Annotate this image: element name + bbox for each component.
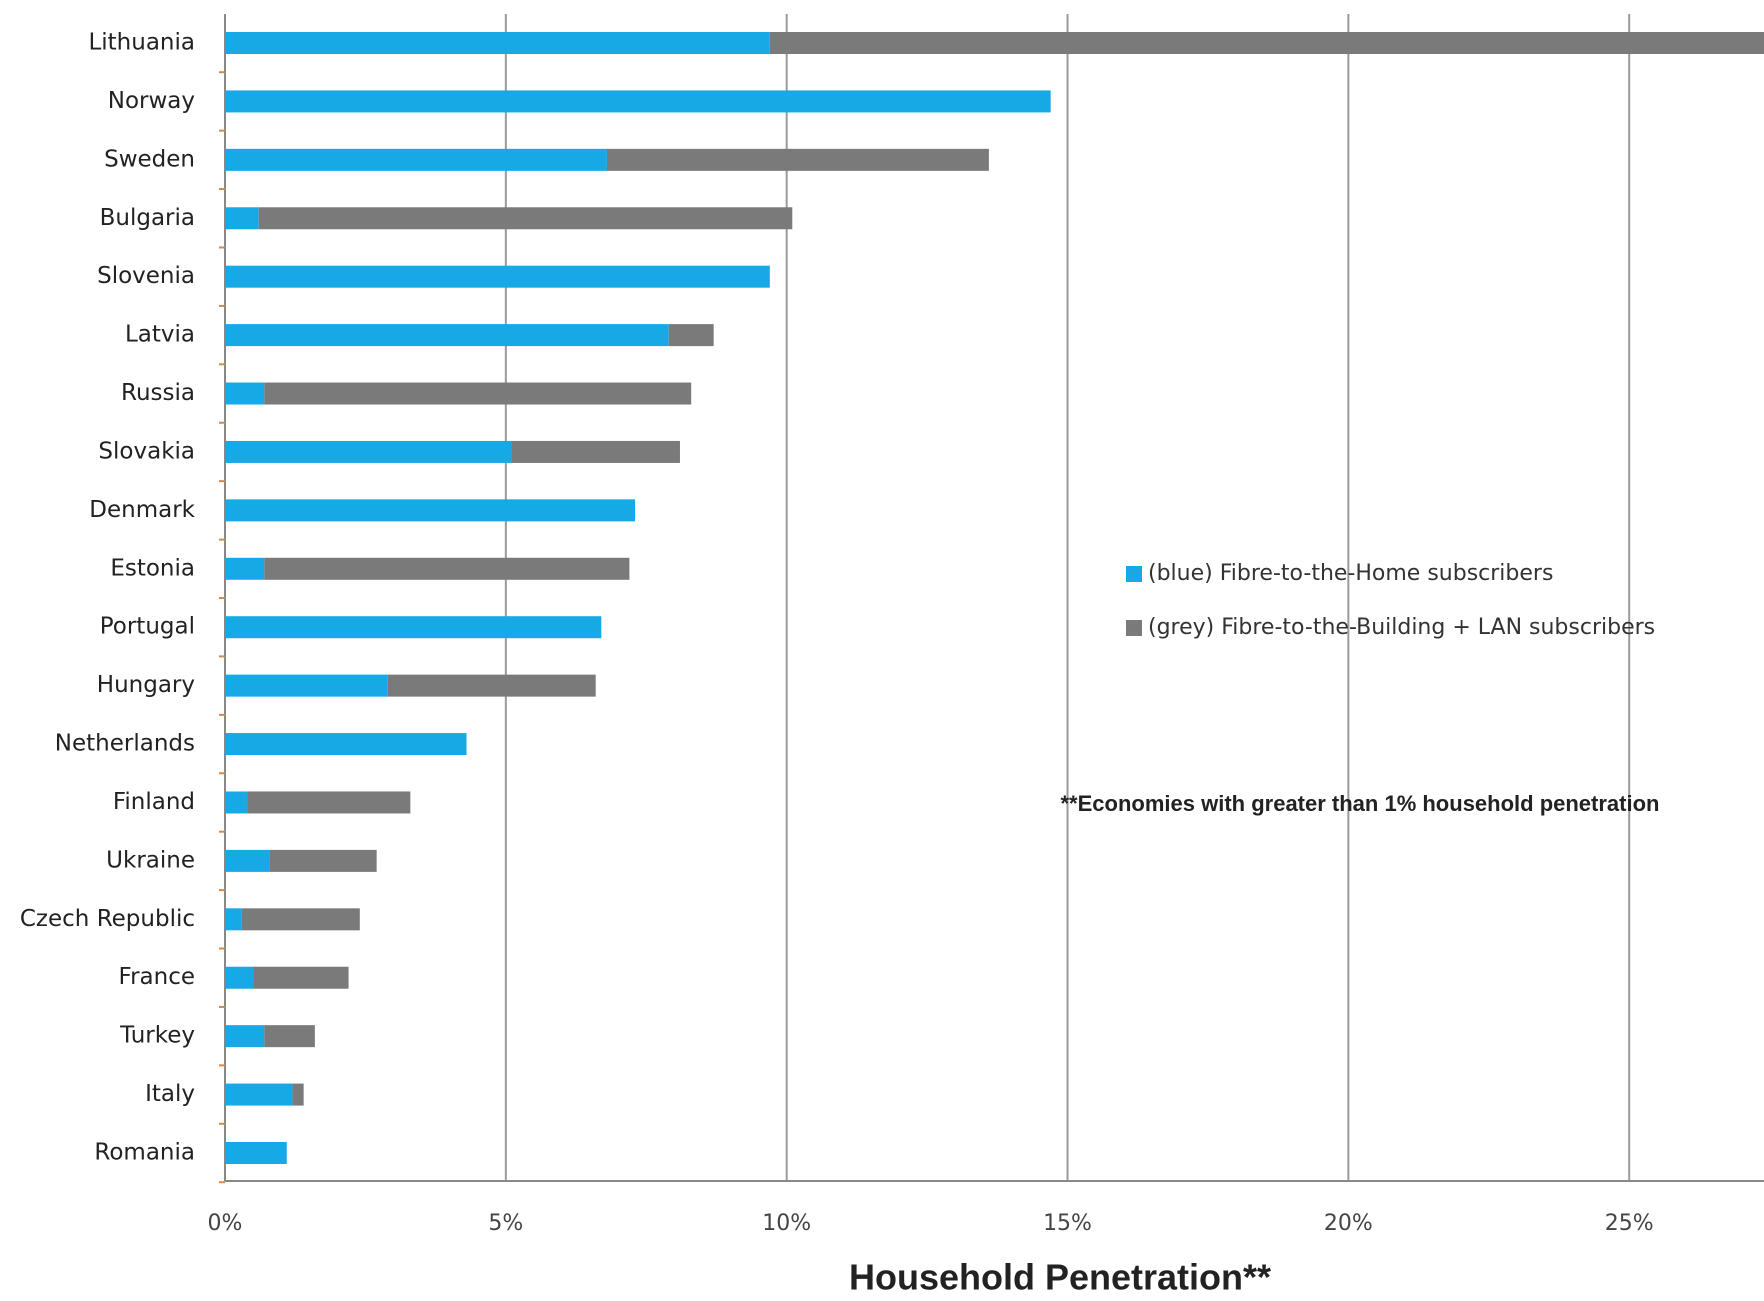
bar-segment <box>225 908 242 931</box>
y-tick-label: Russia <box>121 380 195 406</box>
bar-segment <box>225 674 388 697</box>
bar-segment <box>606 148 989 171</box>
y-tick-label: France <box>119 964 195 990</box>
bar-segment <box>225 265 770 288</box>
bar-segment <box>225 382 265 405</box>
y-tick-label: Bulgaria <box>100 205 195 231</box>
bar-segment <box>269 849 377 872</box>
bar-segment <box>225 733 467 756</box>
grid <box>219 14 1764 1184</box>
y-tick-label: Hungary <box>97 672 195 698</box>
bar-segment <box>225 1083 293 1106</box>
bar-segment <box>225 207 259 230</box>
y-tick-label: Italy <box>145 1081 195 1107</box>
bar-segment <box>225 557 265 580</box>
x-tick-label: 5% <box>488 1211 523 1236</box>
bar-segment <box>225 324 669 347</box>
y-tick-label: Latvia <box>125 322 195 348</box>
bar-segment <box>225 90 1051 113</box>
bar-segment <box>247 791 411 814</box>
bar-segment <box>769 32 1764 54</box>
labels: 0% 5% 10% 15% 20% 25% Lithuania Norway Sweden Bul… <box>20 30 1655 1237</box>
bar-segment <box>258 207 793 230</box>
y-tick-label: Norway <box>108 88 195 114</box>
x-tick-label: 25% <box>1605 1211 1654 1236</box>
bar-segment <box>668 324 714 347</box>
bar-segment <box>241 908 360 931</box>
y-tick-label: Ukraine <box>106 847 195 873</box>
bar-segment <box>387 674 596 697</box>
legend-label: (grey) Fibre-to-the-Building + LAN subsc… <box>1148 615 1655 640</box>
annotation: **Economies with greater than 1% househo… <box>1061 791 1660 816</box>
bars <box>225 32 1764 1164</box>
y-tick-label: Sweden <box>104 146 195 172</box>
bar-segment <box>225 32 770 54</box>
x-tick-label: 0% <box>208 1211 243 1236</box>
y-tick-label: Estonia <box>110 555 195 581</box>
x-tick-label: 20% <box>1324 1211 1373 1236</box>
y-tick-label: Lithuania <box>88 30 195 56</box>
legend-label: (blue) Fibre-to-the-Home subscribers <box>1148 561 1553 586</box>
y-tick-label: Denmark <box>89 497 195 523</box>
legend-swatch <box>1126 566 1142 582</box>
y-tick-label: Netherlands <box>55 731 195 757</box>
bar-segment <box>225 616 602 639</box>
y-tick-label: Slovenia <box>97 263 195 289</box>
y-tick-label: Slovakia <box>98 438 195 464</box>
bar-segment <box>225 1142 287 1164</box>
y-tick-label: Czech Republic <box>20 906 195 932</box>
bar-segment <box>225 499 636 522</box>
bar-segment <box>264 1025 315 1048</box>
bar-segment <box>264 382 692 405</box>
bar-segment <box>225 440 512 463</box>
legend-swatch <box>1126 620 1142 636</box>
bar-segment <box>264 557 630 580</box>
x-tick-label: 15% <box>1043 1211 1092 1236</box>
bar-segment <box>511 440 680 463</box>
y-tick-label: Turkey <box>119 1023 195 1049</box>
y-tick-label: Romania <box>94 1140 195 1166</box>
bar-segment <box>253 966 349 989</box>
bar-segment <box>225 791 248 814</box>
x-axis-label: Household Penetration** <box>849 1257 1271 1298</box>
y-tick-label: Finland <box>113 789 195 815</box>
bar-segment <box>292 1083 304 1106</box>
bar-segment <box>225 148 607 171</box>
y-tick-label: Portugal <box>100 614 195 640</box>
bar-segment <box>225 849 270 872</box>
bar-segment <box>225 1025 265 1048</box>
bar-segment <box>225 966 254 989</box>
x-tick-label: 10% <box>762 1211 811 1236</box>
